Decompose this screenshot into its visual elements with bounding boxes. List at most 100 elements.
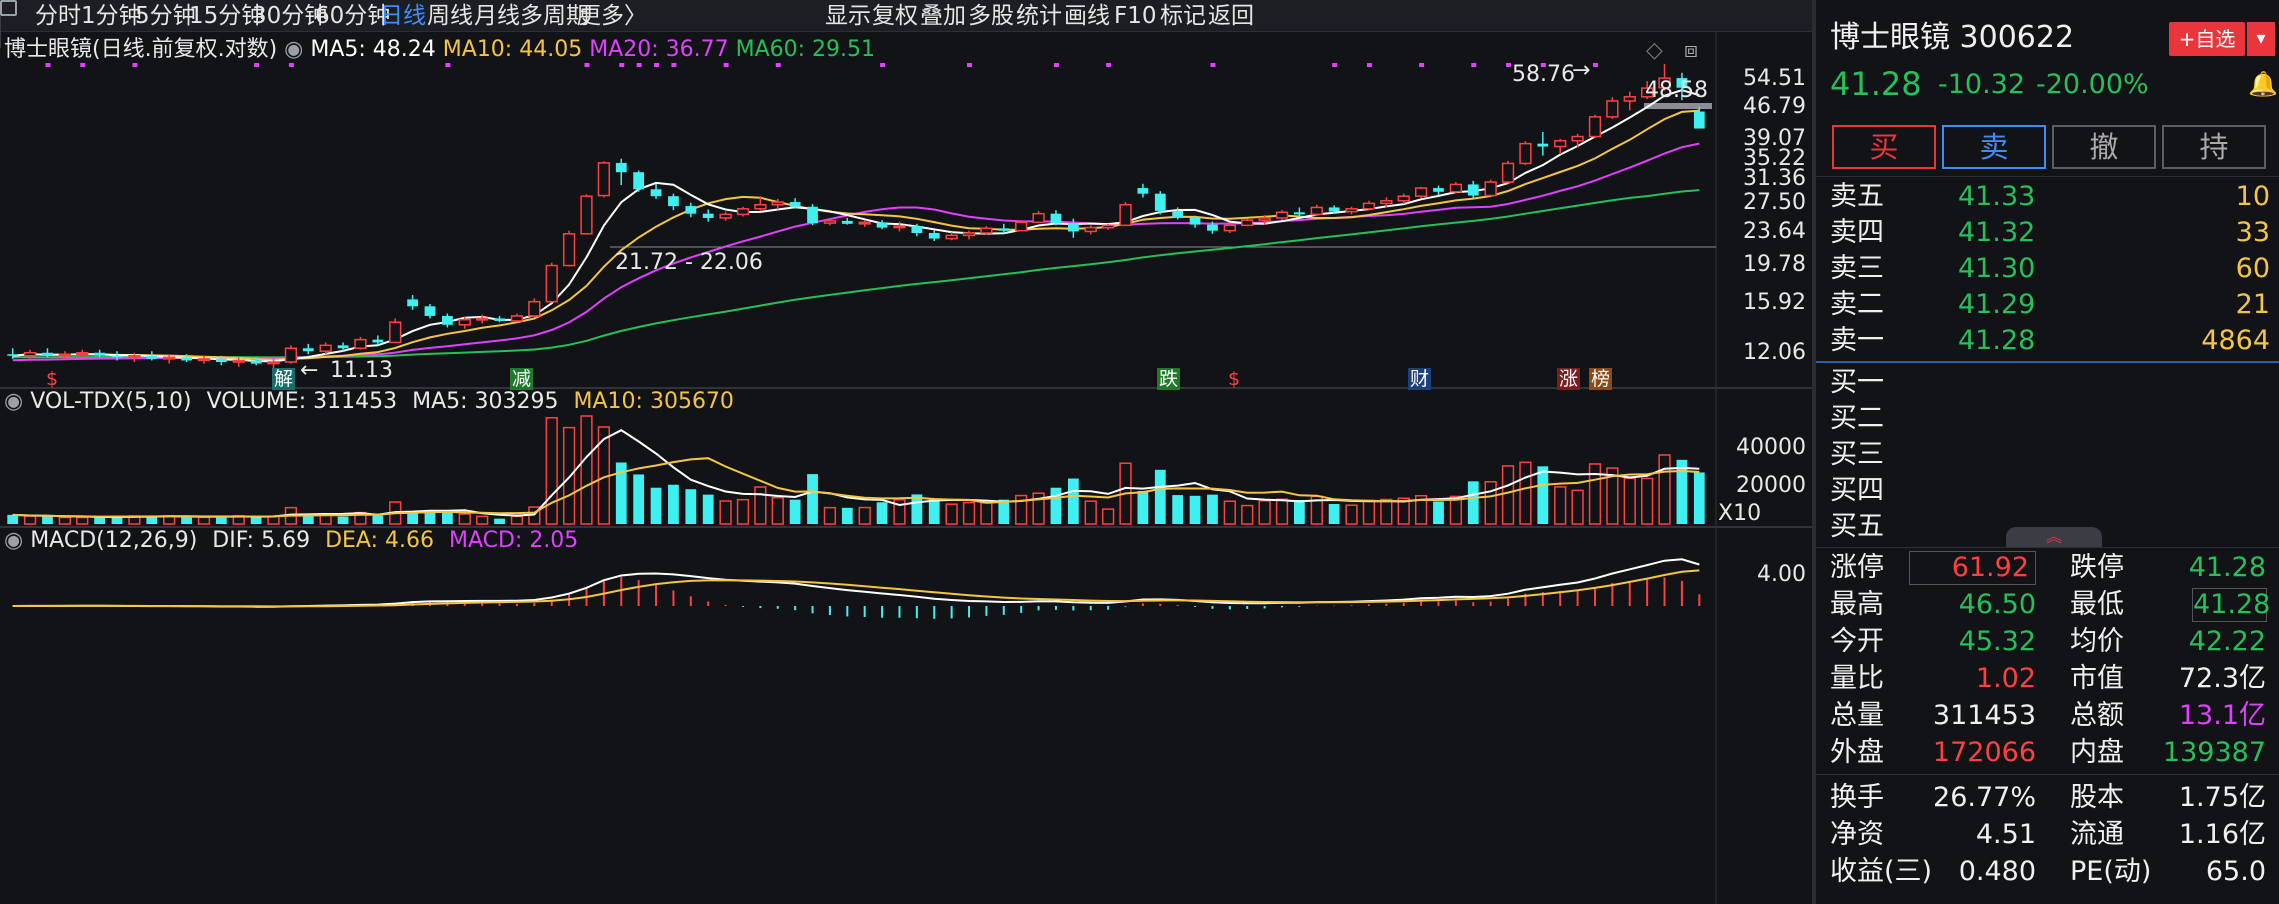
candle-body xyxy=(1084,226,1097,233)
ask-row-5[interactable]: 卖五 41.33 10 xyxy=(1830,181,2270,212)
tab-weekly[interactable]: 周线 xyxy=(427,3,473,29)
back-button[interactable]: 返回 xyxy=(1208,3,1254,29)
price-chart[interactable] xyxy=(0,0,1812,904)
event-limit-up[interactable]: 涨 xyxy=(1557,368,1581,390)
event-dot xyxy=(1106,63,1112,67)
candle-body xyxy=(1137,188,1149,194)
ask-row-2[interactable]: 卖二 41.29 21 xyxy=(1830,289,2270,320)
dropdown-icon[interactable]: ◉ xyxy=(284,37,304,62)
tab-daily[interactable]: 日线 xyxy=(380,3,426,29)
display-button[interactable]: 显示 xyxy=(825,3,871,29)
macd-close-icon[interactable]: ◉ xyxy=(4,528,24,553)
sell-button[interactable]: 卖 xyxy=(1942,125,2046,169)
bid-row-3[interactable]: 买三 xyxy=(1830,439,1884,470)
event-dot xyxy=(1053,63,1059,67)
candle-body xyxy=(1032,212,1045,224)
volume-bar xyxy=(580,415,593,525)
bid-row-1[interactable]: 买一 xyxy=(1830,367,1884,398)
candle-body xyxy=(928,233,940,239)
bid-row-2[interactable]: 买二 xyxy=(1830,403,1884,434)
stat-label: 均价 xyxy=(2070,626,2124,657)
vol-close-icon[interactable]: ◉ xyxy=(4,389,24,414)
event-dot xyxy=(1540,63,1546,67)
candle-body xyxy=(893,225,906,229)
candle-body xyxy=(1623,96,1636,102)
window-icon[interactable]: ⧈ xyxy=(1684,38,1698,63)
candle-body xyxy=(1328,207,1340,212)
diamond-icon[interactable]: ◇ xyxy=(1646,38,1663,63)
tab-30min[interactable]: 30分钟 xyxy=(252,3,328,29)
candle-body xyxy=(528,300,541,317)
volume-bar xyxy=(1571,489,1584,525)
cancel-order-button[interactable]: 撤 xyxy=(2052,125,2156,169)
event-dot xyxy=(1332,63,1338,67)
tab-more[interactable]: 更多〉 xyxy=(578,3,647,29)
bid-row-4[interactable]: 买四 xyxy=(1830,475,1884,506)
candle-body xyxy=(407,299,419,307)
volume-bar xyxy=(1258,499,1271,525)
volume-bar xyxy=(1015,494,1028,525)
bid-row-5[interactable]: 买五 xyxy=(1830,511,1884,542)
alert-bell-icon[interactable]: 🔔 xyxy=(2248,70,2278,98)
ask-row-1[interactable]: 卖一 41.28 4864 xyxy=(1830,325,2270,356)
price-tick: 46.79 xyxy=(1743,94,1806,119)
f10-button[interactable]: F10 xyxy=(1114,3,1157,29)
event-dividend[interactable]: $ xyxy=(46,368,59,390)
volume-bar xyxy=(893,499,906,525)
candle-body xyxy=(1241,219,1254,227)
volume-bar xyxy=(510,515,524,525)
draw-button[interactable]: 画线 xyxy=(1064,3,1110,29)
candle-body xyxy=(1362,202,1376,210)
volume-bar xyxy=(1362,499,1376,525)
stat-label: 最高 xyxy=(1830,589,1884,620)
volume-bar xyxy=(911,494,923,524)
event-billboard[interactable]: 榜 xyxy=(1589,368,1613,390)
tab-fenshi[interactable]: 分时 xyxy=(35,3,81,29)
overlay-button[interactable]: 叠加 xyxy=(920,3,966,29)
buy-button[interactable]: 买 xyxy=(1832,125,1936,169)
tab-5min[interactable]: 5分钟 xyxy=(135,3,196,29)
candle-body xyxy=(1554,140,1567,148)
layout-toggle-icon[interactable] xyxy=(0,0,17,16)
event-dot xyxy=(80,63,86,67)
candle-body xyxy=(337,345,349,349)
price-tick: 31.36 xyxy=(1743,166,1806,191)
event-dot xyxy=(1210,63,1216,67)
event-finance[interactable]: 财 xyxy=(1408,368,1432,390)
volume-bar xyxy=(1101,508,1115,525)
tab-60min[interactable]: 60分钟 xyxy=(315,3,391,29)
candle-body xyxy=(1467,184,1479,196)
event-dot xyxy=(636,63,642,67)
position-button[interactable]: 持 xyxy=(2162,125,2266,169)
tab-multi-period[interactable]: 多周期 xyxy=(520,3,589,29)
candle-body xyxy=(858,221,871,225)
volume-bar xyxy=(1606,467,1619,525)
candle-body xyxy=(1119,203,1132,227)
candle-body xyxy=(876,222,888,228)
volume-bar xyxy=(58,516,71,525)
stats-button[interactable]: 统计 xyxy=(1016,3,1062,29)
multi-stock-button[interactable]: 多股 xyxy=(968,3,1014,29)
add-watchlist-button[interactable]: +自选 xyxy=(2169,22,2245,56)
tab-1min[interactable]: 1分钟 xyxy=(81,3,142,29)
event-dot xyxy=(1506,63,1512,67)
stat-label: 换手 xyxy=(1830,782,1884,813)
ma10-line xyxy=(12,109,1700,361)
tab-15min[interactable]: 15分钟 xyxy=(189,3,265,29)
event-unlock[interactable]: 解 xyxy=(272,368,296,390)
volume-bar xyxy=(1433,501,1444,524)
price-tick: 54.51 xyxy=(1743,66,1806,91)
ask-row-3[interactable]: 卖三 41.30 60 xyxy=(1830,253,2270,284)
event-reduce[interactable]: 减 xyxy=(510,368,534,390)
volume-bar xyxy=(476,515,489,525)
ask-row-4[interactable]: 卖四 41.32 33 xyxy=(1830,217,2270,248)
adjust-button[interactable]: 复权 xyxy=(872,3,918,29)
mark-button[interactable]: 标记 xyxy=(1160,3,1206,29)
last-price-label: 48.58 xyxy=(1645,78,1708,103)
event-drop[interactable]: 跌 xyxy=(1157,368,1181,390)
tab-monthly[interactable]: 月线 xyxy=(474,3,520,29)
collapse-toggle-icon[interactable]: ︽ xyxy=(2006,527,2102,547)
event-dividend[interactable]: $ xyxy=(1228,368,1241,390)
watchlist-dropdown-icon[interactable]: ▾ xyxy=(2247,22,2275,56)
volume-bar xyxy=(337,516,349,524)
